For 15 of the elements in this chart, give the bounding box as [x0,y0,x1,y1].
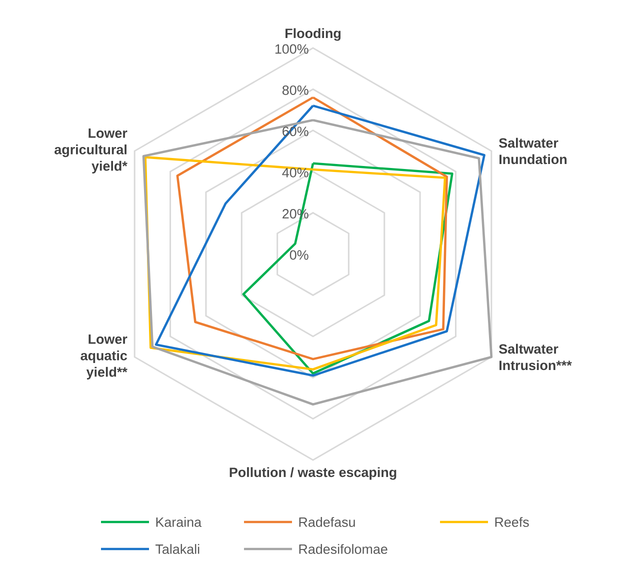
legend-label: Radefasu [299,517,355,527]
spoke-label: Lower aquatic yield** [80,334,128,380]
y-tick-label: 40% [282,168,308,178]
legend-label: Talakali [156,544,200,554]
legend-label: Reefs [495,517,529,527]
spoke-label: Flooding [286,28,340,41]
y-tick-label: 0% [290,250,308,260]
y-tick-label: 80% [282,85,308,95]
spoke-label: Saltwater Inundation [499,138,567,164]
legend-label: Karaina [156,517,202,527]
spoke-label: Lower agricultural yield* [54,128,128,174]
spoke-label: Pollution / waste escaping [230,467,396,480]
spoke-label: Saltwater Intrusion*** [499,344,572,370]
y-tick-label: 100% [275,44,308,54]
legend-label: Radesifolomae [299,544,388,554]
